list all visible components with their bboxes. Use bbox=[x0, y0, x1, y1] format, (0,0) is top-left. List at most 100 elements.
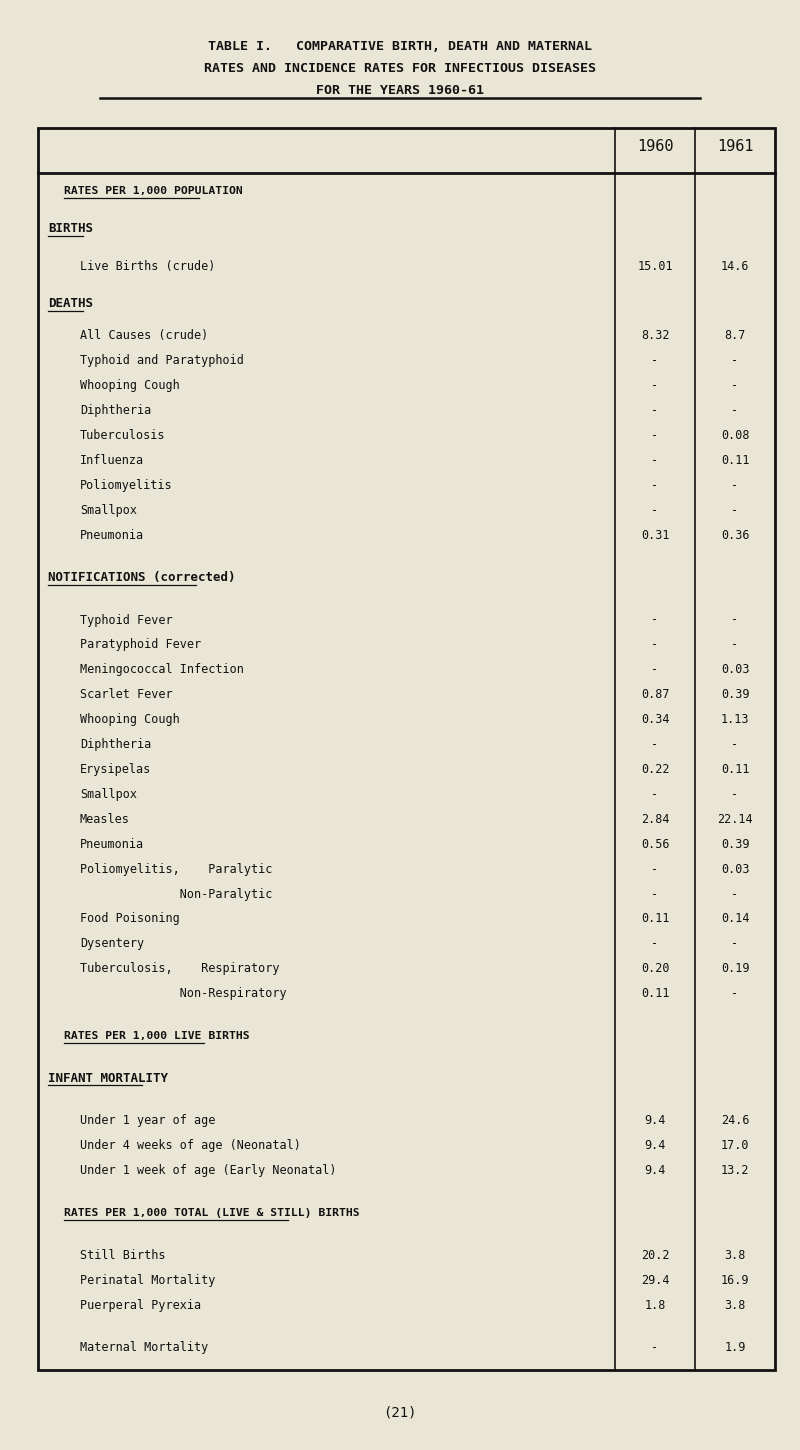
Text: 1.8: 1.8 bbox=[644, 1299, 666, 1312]
Text: BIRTHS: BIRTHS bbox=[48, 222, 93, 235]
Text: Tuberculosis: Tuberculosis bbox=[80, 429, 166, 442]
Text: 9.4: 9.4 bbox=[644, 1140, 666, 1153]
Text: 0.08: 0.08 bbox=[721, 429, 750, 442]
Text: Poliomyelitis,    Paralytic: Poliomyelitis, Paralytic bbox=[80, 863, 272, 876]
Text: 24.6: 24.6 bbox=[721, 1114, 750, 1127]
Text: 8.32: 8.32 bbox=[641, 329, 670, 342]
Text: Non-Respiratory: Non-Respiratory bbox=[80, 987, 286, 1000]
Text: Paratyphoid Fever: Paratyphoid Fever bbox=[80, 638, 201, 651]
Text: -: - bbox=[651, 738, 658, 751]
Text: 0.36: 0.36 bbox=[721, 529, 750, 542]
Text: 0.03: 0.03 bbox=[721, 863, 750, 876]
Text: Non-Paralytic: Non-Paralytic bbox=[80, 887, 272, 900]
Text: -: - bbox=[731, 987, 738, 1000]
Text: RATES PER 1,000 POPULATION: RATES PER 1,000 POPULATION bbox=[64, 187, 242, 196]
Text: Meningococcal Infection: Meningococcal Infection bbox=[80, 663, 244, 676]
Text: 0.56: 0.56 bbox=[641, 838, 670, 851]
Text: 29.4: 29.4 bbox=[641, 1273, 670, 1286]
Text: 3.8: 3.8 bbox=[724, 1299, 746, 1312]
Text: -: - bbox=[731, 887, 738, 900]
Text: Perinatal Mortality: Perinatal Mortality bbox=[80, 1273, 215, 1286]
Text: All Causes (crude): All Causes (crude) bbox=[80, 329, 208, 342]
Text: Tuberculosis,    Respiratory: Tuberculosis, Respiratory bbox=[80, 963, 279, 976]
Text: -: - bbox=[731, 405, 738, 418]
Text: -: - bbox=[731, 738, 738, 751]
Text: 0.11: 0.11 bbox=[721, 763, 750, 776]
Text: -: - bbox=[651, 478, 658, 492]
Text: -: - bbox=[731, 638, 738, 651]
Text: -: - bbox=[651, 937, 658, 950]
Text: Erysipelas: Erysipelas bbox=[80, 763, 151, 776]
Text: 0.39: 0.39 bbox=[721, 689, 750, 702]
Text: Poliomyelitis: Poliomyelitis bbox=[80, 478, 173, 492]
Text: 0.03: 0.03 bbox=[721, 663, 750, 676]
Text: -: - bbox=[651, 638, 658, 651]
Text: RATES PER 1,000 LIVE BIRTHS: RATES PER 1,000 LIVE BIRTHS bbox=[64, 1031, 250, 1041]
Text: NOTIFICATIONS (corrected): NOTIFICATIONS (corrected) bbox=[48, 571, 235, 584]
Text: 0.20: 0.20 bbox=[641, 963, 670, 976]
Text: -: - bbox=[651, 405, 658, 418]
Text: 20.2: 20.2 bbox=[641, 1248, 670, 1262]
Text: Maternal Mortality: Maternal Mortality bbox=[80, 1341, 208, 1354]
Text: Measles: Measles bbox=[80, 813, 130, 826]
Text: -: - bbox=[731, 787, 738, 800]
Text: -: - bbox=[651, 505, 658, 516]
Text: -: - bbox=[651, 429, 658, 442]
Text: 0.11: 0.11 bbox=[721, 454, 750, 467]
Text: 9.4: 9.4 bbox=[644, 1114, 666, 1127]
Text: -: - bbox=[651, 863, 658, 876]
Text: -: - bbox=[651, 663, 658, 676]
Text: -: - bbox=[731, 505, 738, 516]
Text: 9.4: 9.4 bbox=[644, 1164, 666, 1177]
Text: Under 1 year of age: Under 1 year of age bbox=[80, 1114, 215, 1127]
Text: 0.31: 0.31 bbox=[641, 529, 670, 542]
Text: 16.9: 16.9 bbox=[721, 1273, 750, 1286]
Text: TABLE I.   COMPARATIVE BIRTH, DEATH AND MATERNAL: TABLE I. COMPARATIVE BIRTH, DEATH AND MA… bbox=[208, 41, 592, 54]
Text: 1.13: 1.13 bbox=[721, 713, 750, 726]
Text: 0.22: 0.22 bbox=[641, 763, 670, 776]
Text: 1961: 1961 bbox=[717, 139, 754, 154]
Text: 0.14: 0.14 bbox=[721, 912, 750, 925]
Text: -: - bbox=[651, 1341, 658, 1354]
Text: -: - bbox=[651, 354, 658, 367]
Text: Food Poisoning: Food Poisoning bbox=[80, 912, 180, 925]
Text: -: - bbox=[651, 787, 658, 800]
Text: DEATHS: DEATHS bbox=[48, 297, 93, 310]
Text: 0.34: 0.34 bbox=[641, 713, 670, 726]
Text: (21): (21) bbox=[383, 1405, 417, 1420]
Text: 1960: 1960 bbox=[637, 139, 674, 154]
Text: Pneumonia: Pneumonia bbox=[80, 529, 144, 542]
Text: Typhoid and Paratyphoid: Typhoid and Paratyphoid bbox=[80, 354, 244, 367]
Text: Scarlet Fever: Scarlet Fever bbox=[80, 689, 173, 702]
Text: Smallpox: Smallpox bbox=[80, 505, 137, 516]
Text: 2.84: 2.84 bbox=[641, 813, 670, 826]
Text: -: - bbox=[731, 380, 738, 393]
Text: 14.6: 14.6 bbox=[721, 260, 750, 273]
Text: 0.11: 0.11 bbox=[641, 987, 670, 1000]
Text: Whooping Cough: Whooping Cough bbox=[80, 713, 180, 726]
Text: Whooping Cough: Whooping Cough bbox=[80, 380, 180, 393]
Text: Live Births (crude): Live Births (crude) bbox=[80, 260, 215, 273]
Bar bbox=[38, 128, 775, 1370]
Text: Under 1 week of age (Early Neonatal): Under 1 week of age (Early Neonatal) bbox=[80, 1164, 337, 1177]
Text: RATES AND INCIDENCE RATES FOR INFECTIOUS DISEASES: RATES AND INCIDENCE RATES FOR INFECTIOUS… bbox=[204, 62, 596, 75]
Text: 0.19: 0.19 bbox=[721, 963, 750, 976]
Text: Influenza: Influenza bbox=[80, 454, 144, 467]
Text: -: - bbox=[731, 613, 738, 626]
Text: Under 4 weeks of age (Neonatal): Under 4 weeks of age (Neonatal) bbox=[80, 1140, 301, 1153]
Text: 15.01: 15.01 bbox=[637, 260, 673, 273]
Text: 0.39: 0.39 bbox=[721, 838, 750, 851]
Text: FOR THE YEARS 1960-61: FOR THE YEARS 1960-61 bbox=[316, 84, 484, 97]
Text: 3.8: 3.8 bbox=[724, 1248, 746, 1262]
Text: Diphtheria: Diphtheria bbox=[80, 405, 151, 418]
Text: Still Births: Still Births bbox=[80, 1248, 166, 1262]
Text: 1.9: 1.9 bbox=[724, 1341, 746, 1354]
Text: -: - bbox=[651, 887, 658, 900]
Text: 8.7: 8.7 bbox=[724, 329, 746, 342]
Text: 0.87: 0.87 bbox=[641, 689, 670, 702]
Text: Puerperal Pyrexia: Puerperal Pyrexia bbox=[80, 1299, 201, 1312]
Text: Diphtheria: Diphtheria bbox=[80, 738, 151, 751]
Text: Dysentery: Dysentery bbox=[80, 937, 144, 950]
Text: Typhoid Fever: Typhoid Fever bbox=[80, 613, 173, 626]
Text: -: - bbox=[731, 478, 738, 492]
